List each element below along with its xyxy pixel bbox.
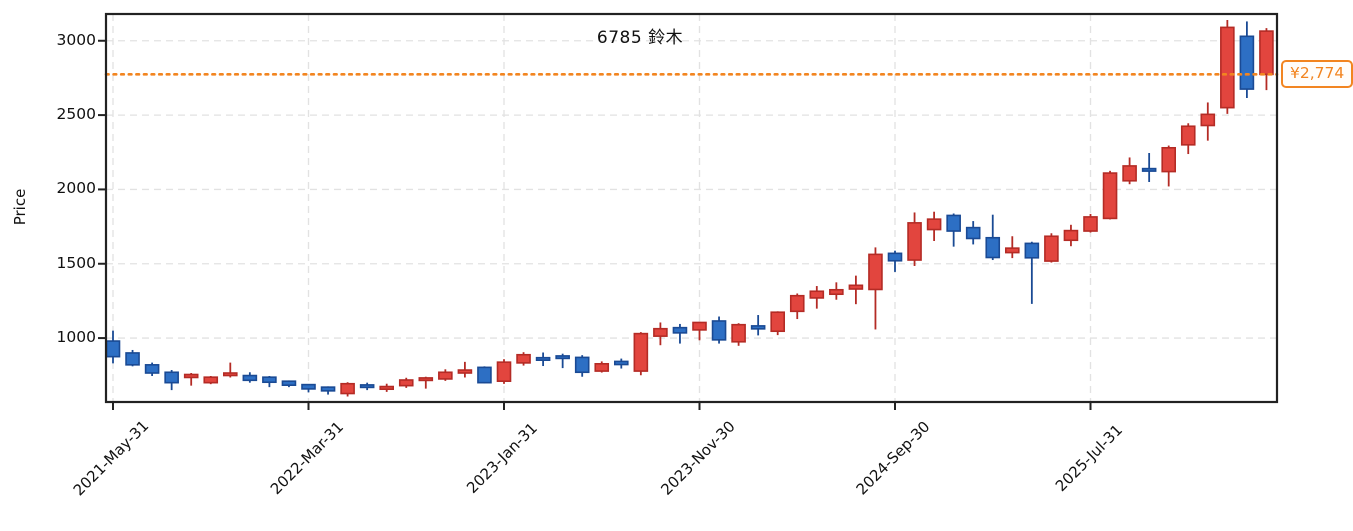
candle-body-up [907, 222, 922, 261]
candle-body-down [144, 364, 160, 374]
candle-body-up [1063, 229, 1079, 242]
candle-body-up [1083, 216, 1098, 232]
candle-body-up [1044, 235, 1059, 262]
current-price-badge: ¥2,774 [1281, 60, 1353, 89]
y-tick-label: 1500 [56, 253, 96, 272]
candle-body-down [750, 325, 766, 330]
candle-body-up [770, 311, 786, 333]
y-tick-label: 1000 [56, 328, 96, 347]
candle-body-up [789, 294, 805, 313]
candle-body-down [985, 236, 1001, 259]
candle-body-up [848, 284, 864, 290]
candle-body-up [1102, 172, 1118, 220]
y-tick-label: 2000 [56, 179, 96, 198]
candle-body-down [887, 252, 903, 262]
candle-body-down [672, 326, 688, 334]
candle-body-up [418, 377, 434, 382]
candle-body-up [633, 332, 649, 372]
candle-body-up [1200, 113, 1216, 127]
candle-body-up [1122, 165, 1137, 182]
candle-body-down [711, 320, 727, 341]
candle-body-down [574, 356, 590, 374]
candle-body-up [1161, 146, 1176, 173]
candle-body-down [946, 214, 961, 232]
candle-body-up [203, 376, 219, 384]
candle-body-down [105, 340, 121, 358]
candle-body-up [926, 218, 942, 231]
plot-border [104, 12, 1279, 404]
y-tick-label: 3000 [56, 30, 96, 49]
y-tick-label: 2500 [56, 105, 96, 124]
candle-body-down [535, 356, 551, 361]
candle-body-up [398, 379, 414, 387]
candle-body-down [301, 383, 316, 390]
candle-body-up [1180, 125, 1196, 146]
candle-body-down [281, 380, 297, 387]
candle-body-up [653, 327, 668, 337]
candle-body-down [125, 352, 140, 366]
candle-body-down [1141, 167, 1157, 172]
candle-body-up [223, 372, 238, 377]
candle-body-up [731, 323, 746, 343]
candle-body-up [496, 361, 512, 382]
candle-body-down [320, 386, 336, 392]
chart-title: 6785 鈴木 [596, 28, 684, 48]
candle-body-up [1220, 26, 1235, 109]
candle-body-down [477, 366, 492, 384]
candle-body-up [516, 353, 531, 364]
candle-body-up [692, 321, 707, 331]
candle-body-down [555, 355, 570, 360]
candle-body-up [868, 253, 883, 291]
candle-body-down [164, 371, 179, 384]
candle-body-up [438, 371, 453, 380]
candle-body-down [1239, 35, 1255, 90]
candle-body-down [965, 226, 981, 240]
candle-body-up [809, 290, 825, 299]
candle-body-up [379, 385, 395, 391]
candle-body-down [242, 374, 258, 382]
candle-body-up [340, 382, 355, 395]
candle-body-down [262, 376, 277, 384]
candle-body-down [1024, 242, 1040, 259]
candle-body-down [359, 384, 375, 389]
candle-body-up [1259, 30, 1274, 76]
y-axis-label: Price [11, 188, 29, 226]
candle-body-up [829, 288, 844, 296]
candle-body-up [1004, 247, 1020, 254]
candle-body-up [457, 369, 473, 374]
candle-body-up [594, 362, 610, 372]
candle-body-up [183, 373, 199, 379]
candle-body-down [613, 360, 629, 366]
